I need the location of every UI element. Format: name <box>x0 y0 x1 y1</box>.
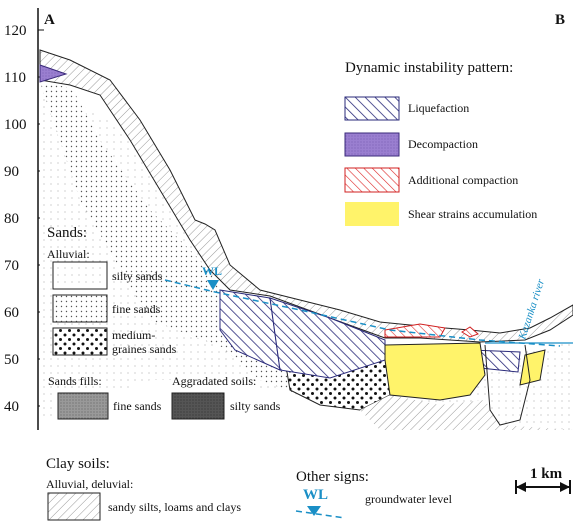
legend-title: Dynamic instability pattern: <box>345 60 513 76</box>
legend-swatch <box>345 133 399 156</box>
legend-label: fine sands <box>113 399 162 413</box>
legend-heading: Alluvial: <box>47 247 90 261</box>
legend-swatch <box>53 295 107 322</box>
section-end-label: B <box>555 12 565 28</box>
axis-tick-label: 60 <box>4 305 19 321</box>
legend-swatch <box>53 262 107 289</box>
axis-tick-label: 120 <box>4 23 27 39</box>
section-start-label: A <box>44 12 55 28</box>
legend-heading: Other signs: <box>296 469 369 485</box>
legend-label: medium- <box>112 328 155 342</box>
legend-label: silty sands <box>230 399 281 413</box>
cross-section-figure: 120110100908070605040 A B WL Kazanka riv… <box>0 0 573 521</box>
legend-swatch <box>58 393 108 419</box>
wl-label: WL <box>303 487 328 503</box>
legend-heading: Aggradated soils: <box>172 374 256 388</box>
legend-label: Liquefaction <box>408 101 469 115</box>
legend-heading: Alluvial, deluvial: <box>46 477 133 491</box>
legend-label: Shear strains accumulation <box>408 207 537 221</box>
axis-tick-label: 100 <box>4 117 27 133</box>
legend-label: silty sands <box>112 269 163 283</box>
axis-tick-label: 70 <box>4 258 19 274</box>
legend-swatch <box>345 202 399 226</box>
legend-swatch <box>345 97 399 120</box>
wl-line-sample <box>296 511 345 518</box>
legend-label: groundwater level <box>365 492 453 506</box>
legend-label: Additional compaction <box>408 173 518 187</box>
legend-label: fine sands <box>112 302 161 316</box>
legend-swatch <box>345 168 399 192</box>
legend-swatch <box>53 328 107 355</box>
scale-label: 1 km <box>530 466 563 482</box>
legend-heading: Clay soils: <box>46 456 110 472</box>
legend-heading: Sands: <box>47 225 87 241</box>
axis-tick-label: 50 <box>4 352 19 368</box>
legend-label: Decompaction <box>408 137 478 151</box>
legend-swatch <box>48 493 100 520</box>
axis-tick-label: 80 <box>4 211 19 227</box>
axis-tick-label: 90 <box>4 164 19 180</box>
legend-label: graines sands <box>112 342 177 356</box>
legend-label: sandy silts, loams and clays <box>108 500 241 514</box>
legend-swatch <box>172 393 224 419</box>
axis-tick-label: 40 <box>4 399 19 415</box>
axis-tick-label: 110 <box>4 70 26 86</box>
shear-zone <box>385 343 485 400</box>
legend-heading: Sands fills: <box>48 374 102 388</box>
